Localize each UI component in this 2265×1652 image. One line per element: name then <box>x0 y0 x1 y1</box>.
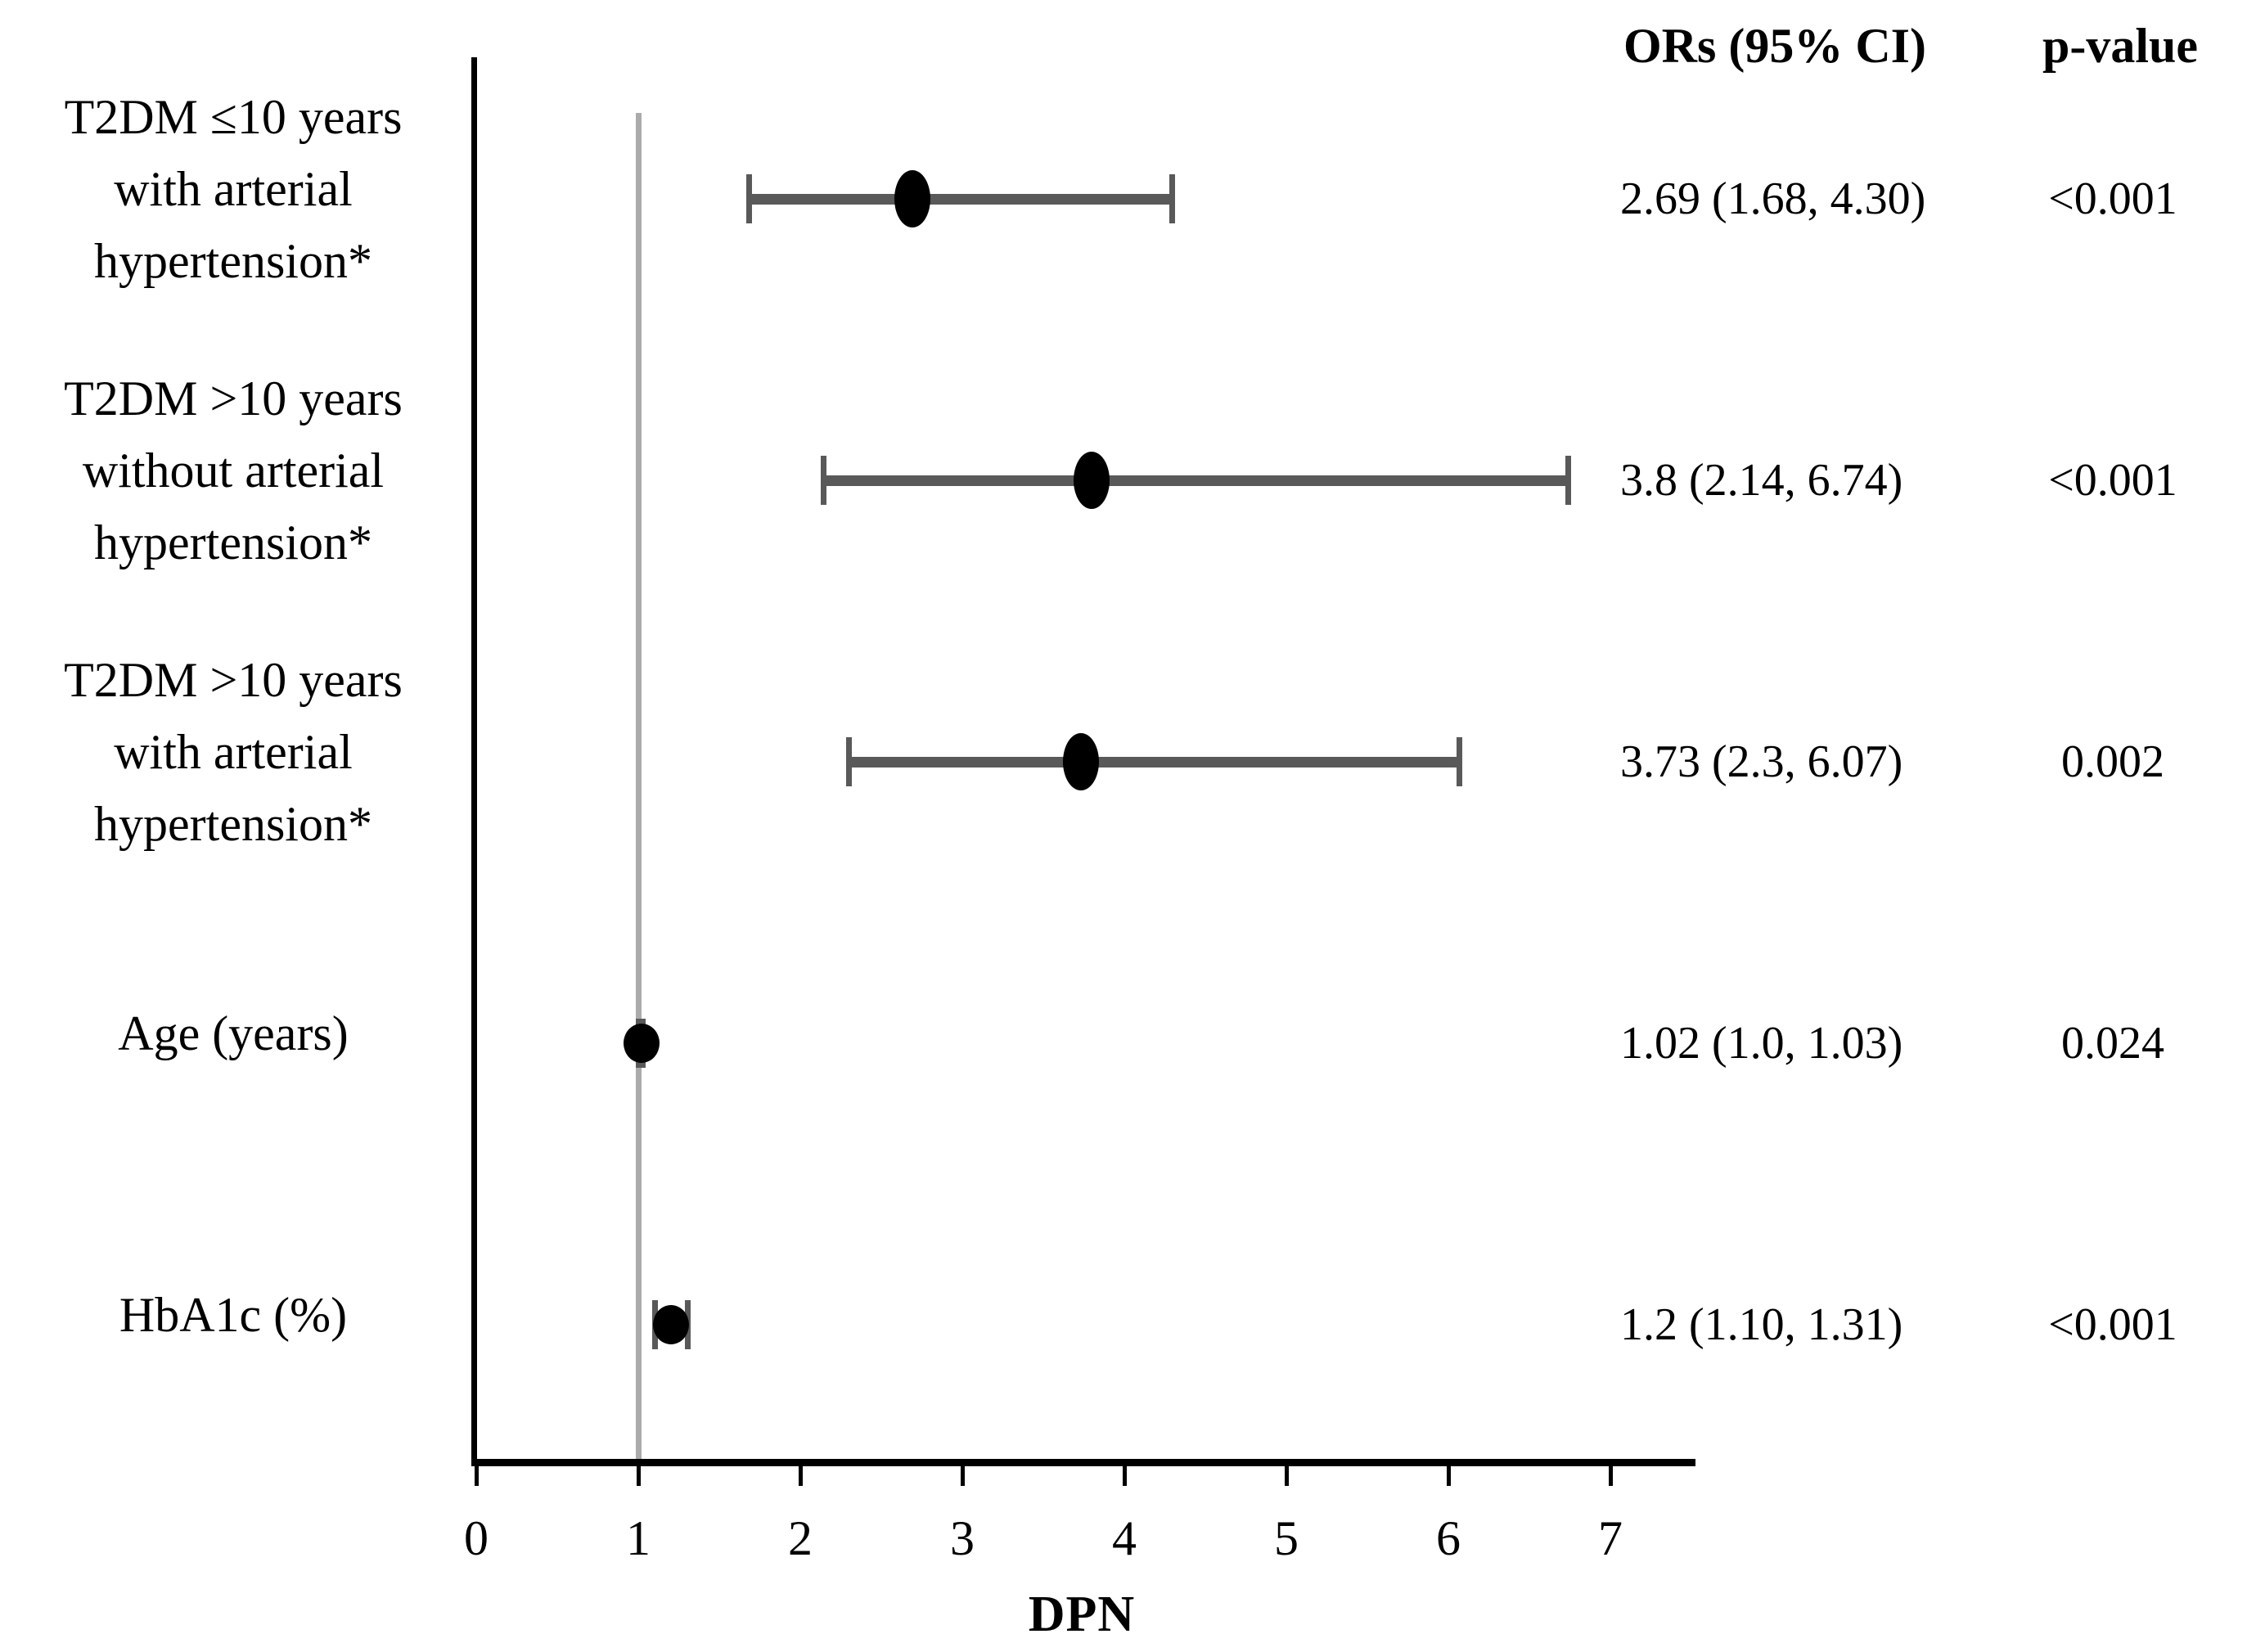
or-point-marker <box>1074 452 1110 509</box>
ci-cap-high <box>1456 737 1462 786</box>
or-point-marker <box>894 170 930 227</box>
or-point-marker <box>1062 733 1099 790</box>
or-ci-value: 1.2 (1.10, 1.31) <box>1620 1299 1903 1350</box>
or-point-marker <box>652 1305 689 1344</box>
x-tick-label: 1 <box>626 1511 651 1565</box>
ci-cap-high <box>1565 456 1571 505</box>
x-tick-label: 4 <box>1112 1511 1137 1565</box>
x-tick <box>637 1466 641 1486</box>
ci-error-bar <box>849 757 1460 767</box>
category-label-line: Age (years) <box>118 1006 349 1060</box>
category-label: Age (years) <box>8 997 458 1069</box>
category-label-line: T2DM >10 years <box>64 371 403 425</box>
category-label-line: with arterial <box>114 725 353 779</box>
ci-cap-high <box>1169 174 1176 223</box>
x-tick-label: 6 <box>1436 1511 1461 1565</box>
p-column-header: p-value <box>2042 19 2199 73</box>
category-label-line: T2DM >10 years <box>64 653 403 707</box>
x-tick <box>961 1466 965 1486</box>
x-tick <box>475 1466 479 1486</box>
or-ci-value: 1.02 (1.0, 1.03) <box>1620 1018 1903 1069</box>
category-label-line: without arterial <box>82 443 385 497</box>
x-axis-line <box>471 1459 1695 1466</box>
y-axis-line <box>471 57 477 1465</box>
ci-cap-low <box>820 456 826 505</box>
p-value: <0.001 <box>2048 173 2177 224</box>
category-label-line: T2DM ≤10 years <box>64 90 403 144</box>
x-tick-label: 5 <box>1274 1511 1299 1565</box>
category-label-line: with arterial <box>114 162 353 216</box>
x-tick <box>1609 1466 1613 1486</box>
x-tick-label: 7 <box>1598 1511 1623 1565</box>
category-label-line: hypertension* <box>94 515 372 569</box>
or-point-marker <box>623 1024 660 1063</box>
or-ci-value: 3.73 (2.3, 6.07) <box>1620 736 1903 787</box>
or-column-header: ORs (95% CI) <box>1623 19 1926 73</box>
x-tick <box>1447 1466 1451 1486</box>
x-tick <box>799 1466 803 1486</box>
ci-error-bar <box>822 475 1569 486</box>
x-axis-title: DPN <box>1028 1587 1136 1642</box>
p-value: 0.024 <box>2061 1018 2164 1069</box>
category-label-line: HbA1c (%) <box>119 1288 348 1342</box>
ci-error-bar <box>748 194 1173 205</box>
x-tick <box>1285 1466 1289 1486</box>
ci-cap-low <box>745 174 752 223</box>
or-ci-value: 2.69 (1.68, 4.30) <box>1620 173 1926 224</box>
p-value: <0.001 <box>2048 1299 2177 1350</box>
x-tick-label: 0 <box>464 1511 489 1565</box>
x-tick-label: 2 <box>788 1511 813 1565</box>
p-value: 0.002 <box>2061 736 2164 787</box>
x-tick-label: 3 <box>950 1511 975 1565</box>
x-tick <box>1123 1466 1127 1486</box>
category-label: T2DM ≤10 years with arterial hypertension* <box>8 81 458 297</box>
reference-line-or-1 <box>636 113 642 1462</box>
category-label: T2DM >10 years with arterial hypertension* <box>8 644 458 860</box>
category-label: T2DM >10 years without arterial hypertensi… <box>8 362 458 578</box>
ci-cap-low <box>846 737 853 786</box>
p-value: <0.001 <box>2048 455 2177 506</box>
category-label-line: hypertension* <box>94 234 372 288</box>
category-label-line: hypertension* <box>94 797 372 851</box>
category-label: HbA1c (%) <box>8 1279 458 1351</box>
or-ci-value: 3.8 (2.14, 6.74) <box>1620 455 1903 506</box>
